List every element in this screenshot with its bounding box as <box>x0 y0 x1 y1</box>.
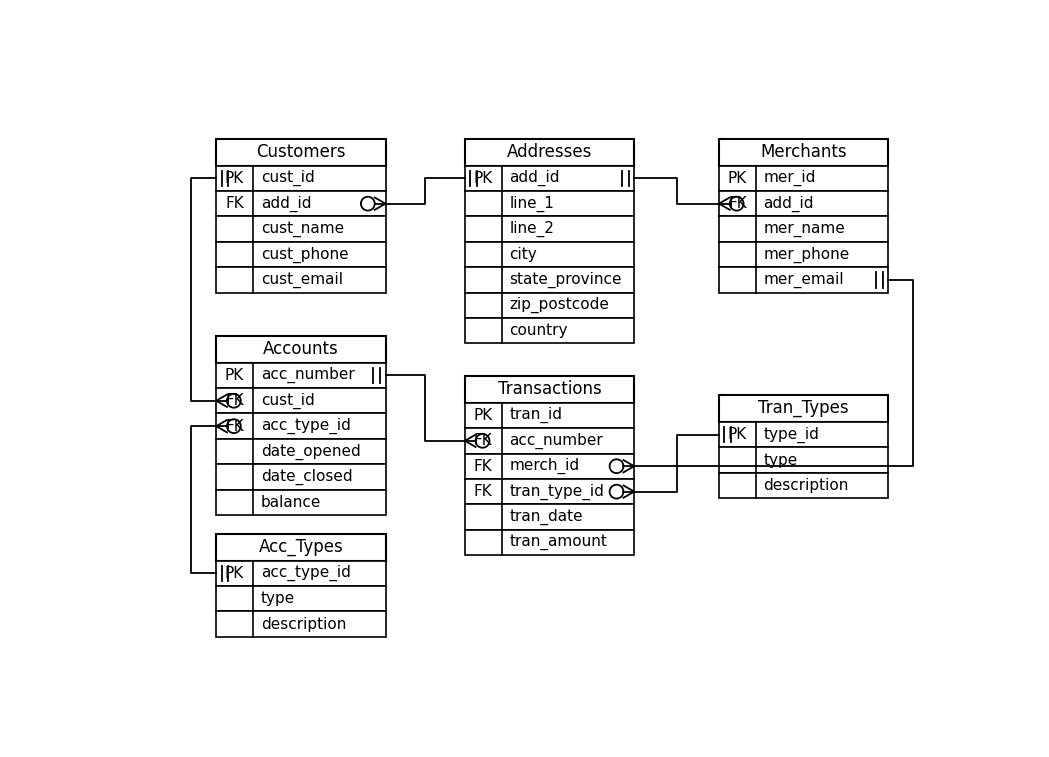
Text: add_id: add_id <box>764 195 814 212</box>
Text: Tran_Types: Tran_Types <box>758 400 849 417</box>
Bar <box>216 560 386 586</box>
Text: PK: PK <box>224 368 244 383</box>
Text: mer_name: mer_name <box>764 222 845 236</box>
Text: line_2: line_2 <box>510 221 554 237</box>
Bar <box>216 217 386 241</box>
Text: FK: FK <box>474 433 493 448</box>
Text: PK: PK <box>728 171 747 185</box>
Text: tran_type_id: tran_type_id <box>510 484 604 500</box>
Bar <box>216 534 386 560</box>
Bar <box>465 267 635 292</box>
Text: city: city <box>510 247 537 262</box>
Text: country: country <box>510 323 568 338</box>
Bar <box>465 504 635 530</box>
Bar <box>719 139 889 166</box>
Bar <box>465 453 635 479</box>
Bar <box>719 267 889 292</box>
Text: add_id: add_id <box>510 170 560 186</box>
Text: acc_type_id: acc_type_id <box>261 565 350 581</box>
Bar <box>719 422 889 447</box>
Bar <box>216 335 386 363</box>
Text: type_id: type_id <box>764 426 819 443</box>
Bar <box>465 292 635 318</box>
Text: date_opened: date_opened <box>261 444 361 459</box>
Text: tran_amount: tran_amount <box>510 534 607 550</box>
Bar <box>216 464 386 490</box>
Text: cust_phone: cust_phone <box>261 246 348 263</box>
Bar <box>719 166 889 191</box>
Text: mer_id: mer_id <box>764 170 816 186</box>
Bar <box>719 191 889 217</box>
Text: cust_email: cust_email <box>261 272 343 288</box>
Bar <box>465 428 635 453</box>
Text: Merchants: Merchants <box>761 143 847 161</box>
Text: cust_id: cust_id <box>261 170 315 186</box>
Bar <box>465 166 635 191</box>
Text: merch_id: merch_id <box>510 458 580 475</box>
Text: tran_id: tran_id <box>510 407 562 423</box>
Text: Acc_Types: Acc_Types <box>258 538 343 556</box>
Text: Transactions: Transactions <box>497 380 601 398</box>
Bar <box>465 318 635 344</box>
Text: PK: PK <box>224 565 244 581</box>
Bar <box>216 363 386 388</box>
Text: date_closed: date_closed <box>261 469 352 485</box>
Bar <box>465 375 635 403</box>
Text: FK: FK <box>226 196 244 211</box>
Bar <box>465 139 635 166</box>
Bar <box>216 388 386 413</box>
Bar <box>216 413 386 439</box>
Bar <box>465 217 635 241</box>
Bar <box>216 586 386 612</box>
Bar <box>465 403 635 428</box>
Bar <box>216 166 386 191</box>
Text: add_id: add_id <box>261 195 312 212</box>
Bar <box>216 191 386 217</box>
Text: FK: FK <box>474 484 493 499</box>
Bar <box>719 217 889 241</box>
Bar <box>216 439 386 464</box>
Text: tran_date: tran_date <box>510 509 583 525</box>
Text: mer_email: mer_email <box>764 272 844 288</box>
Bar <box>216 241 386 267</box>
Text: PK: PK <box>474 408 493 423</box>
Text: description: description <box>764 478 849 493</box>
Text: acc_type_id: acc_type_id <box>261 418 350 435</box>
Text: PK: PK <box>224 171 244 185</box>
Text: type: type <box>764 453 798 468</box>
Text: line_1: line_1 <box>510 195 554 212</box>
Text: zip_postcode: zip_postcode <box>510 298 609 313</box>
Text: PK: PK <box>728 427 747 442</box>
Bar <box>465 479 635 504</box>
Text: FK: FK <box>474 459 493 474</box>
Text: FK: FK <box>226 419 244 434</box>
Text: acc_number: acc_number <box>261 367 355 384</box>
Bar <box>719 395 889 422</box>
Text: Customers: Customers <box>256 143 345 161</box>
Text: cust_name: cust_name <box>261 221 344 237</box>
Bar <box>465 191 635 217</box>
Bar <box>719 447 889 473</box>
Text: description: description <box>261 616 346 631</box>
Text: balance: balance <box>261 495 321 510</box>
Text: FK: FK <box>226 394 244 408</box>
Text: state_province: state_province <box>510 272 622 288</box>
Bar <box>216 139 386 166</box>
Text: Addresses: Addresses <box>507 143 593 161</box>
Text: cust_id: cust_id <box>261 393 315 409</box>
Bar <box>465 241 635 267</box>
Text: acc_number: acc_number <box>510 433 603 449</box>
Text: mer_phone: mer_phone <box>764 246 850 263</box>
Text: Accounts: Accounts <box>263 340 339 358</box>
Bar <box>719 473 889 498</box>
Bar <box>216 490 386 515</box>
Text: type: type <box>261 591 295 606</box>
Text: PK: PK <box>474 171 493 185</box>
Text: FK: FK <box>728 196 747 211</box>
Bar <box>465 530 635 555</box>
Bar <box>216 612 386 637</box>
Bar <box>719 241 889 267</box>
Bar <box>216 267 386 292</box>
